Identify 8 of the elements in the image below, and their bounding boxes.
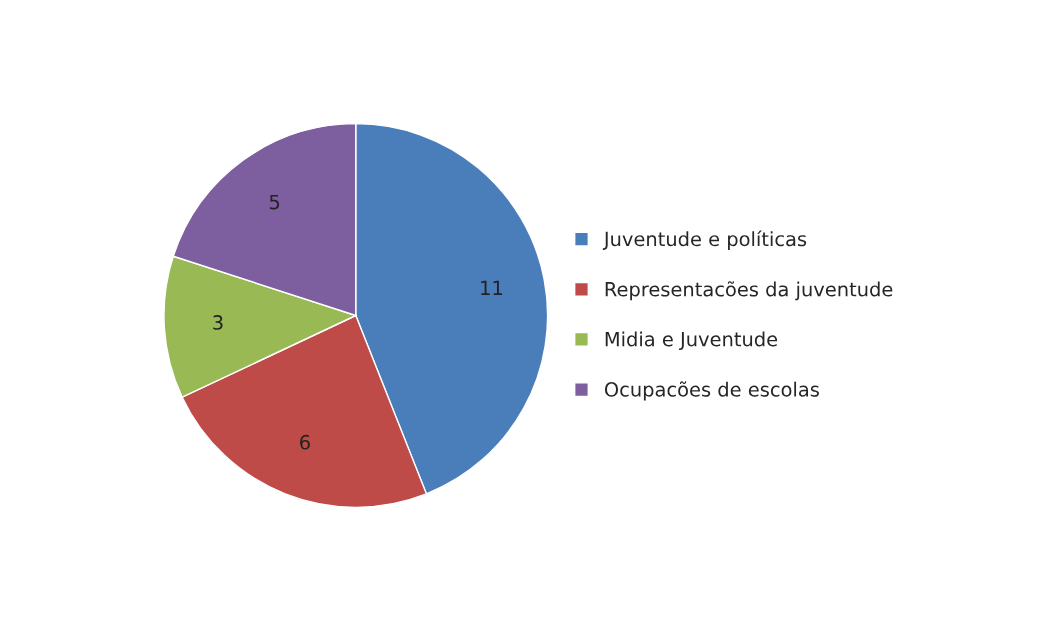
- legend-label: Midia e Juventude: [605, 331, 778, 351]
- legend-label: Representacões da juventude: [605, 281, 893, 301]
- data-label: 3: [213, 315, 223, 330]
- data-label: 6: [300, 434, 310, 450]
- data-label: 5: [269, 194, 280, 210]
- legend-label: Juventude e políticas: [602, 230, 807, 251]
- data-label: 11: [481, 280, 503, 295]
- legend-label: Ocupacões de escolas: [604, 381, 819, 401]
